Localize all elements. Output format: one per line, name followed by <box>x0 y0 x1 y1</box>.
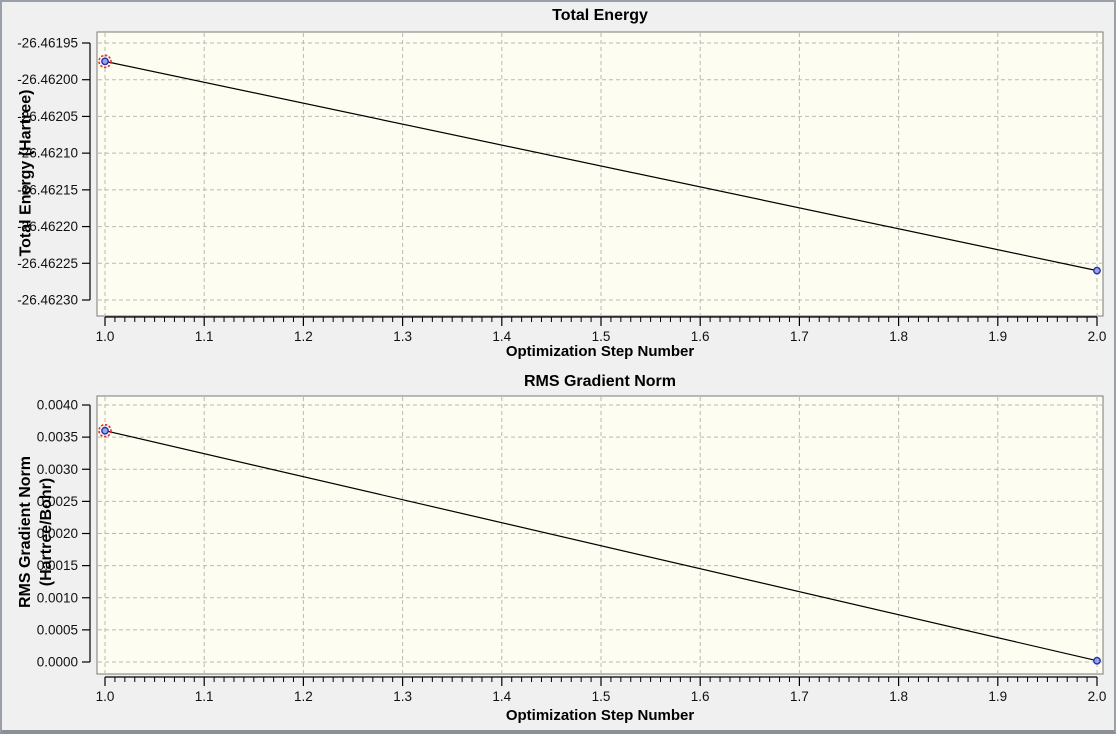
total-energy-chart-title: Total Energy <box>552 7 648 24</box>
x-axis-tick-label: 1.9 <box>988 689 1007 704</box>
x-axis-tick-label: 1.6 <box>691 329 710 344</box>
data-line <box>104 430 1098 662</box>
x-axis-tick-label: 1.4 <box>492 689 511 704</box>
data-point-marker[interactable] <box>101 426 109 435</box>
y-axis-tick-label: 0.0035 <box>37 430 78 445</box>
y-axis-tick-label: 0.0010 <box>37 590 78 605</box>
x-axis-tick-label: 1.3 <box>393 329 412 344</box>
y-axis-tick-label: -26.46230 <box>17 293 78 308</box>
y-axis-tick-label: -26.46215 <box>17 182 78 197</box>
x-axis-tick-label: 1.1 <box>195 329 214 344</box>
x-axis-tick-label: 1.3 <box>393 689 412 704</box>
y-axis-tick-label: 0.0040 <box>37 398 78 413</box>
x-axis-tick-label: 1.4 <box>492 329 511 344</box>
total-energy-x-axis-label: Optimization Step Number <box>505 343 695 360</box>
x-axis-tick-label: 1.5 <box>592 689 611 704</box>
rms-gradient-y-axis-label-line1: RMS Gradient Norm <box>17 455 34 609</box>
data-line <box>104 60 1098 272</box>
x-axis-tick-label: 1.7 <box>790 689 809 704</box>
y-axis-tick-label: -26.46220 <box>17 219 78 234</box>
x-axis-tick-label: 1.1 <box>195 689 214 704</box>
plot-area <box>96 395 1104 675</box>
x-axis-tick-label: 1.2 <box>294 329 313 344</box>
total-energy-y-axis-label: Total Energy (Hartree) <box>17 89 35 257</box>
y-axis-tick-label: -26.46225 <box>17 256 78 271</box>
x-axis-tick-label: 2.0 <box>1088 689 1107 704</box>
x-axis-tick-label: 1.0 <box>96 689 115 704</box>
plot-area <box>96 31 1104 317</box>
selected-point-highlight-ring <box>98 54 112 69</box>
y-axis-tick-label: 0.0025 <box>37 494 78 509</box>
y-axis-tick-label: -26.46210 <box>17 146 78 161</box>
rms-gradient-x-axis-label: Optimization Step Number <box>505 707 695 724</box>
total-energy-chart: 1.0 1.1 1.2 1.3 1.4 1.5 1.6 1.7 1.8 1.9 2.0 -26.461… <box>17 31 1107 344</box>
y-axis-tick-label: 0.0000 <box>37 655 78 670</box>
y-axis-tick-label: 0.0015 <box>37 558 78 573</box>
data-point-marker[interactable] <box>1093 266 1101 275</box>
x-axis-tick-label: 1.5 <box>592 329 611 344</box>
rms-gradient-chart: 1.0 1.1 1.2 1.3 1.4 1.5 1.6 1.7 1.8 1.9 2.0 0.0040 0… <box>37 395 1107 704</box>
data-point-marker[interactable] <box>101 57 109 66</box>
x-axis-tick-label: 1.0 <box>96 329 115 344</box>
selected-point-highlight-ring <box>98 423 112 438</box>
y-axis-tick-label: 0.0030 <box>37 462 78 477</box>
x-axis-tick-label: 1.2 <box>294 689 313 704</box>
y-axis-tick-label: -26.46200 <box>17 72 78 87</box>
rms-gradient-chart-title: RMS Gradient Norm <box>523 373 676 390</box>
y-axis-tick-label: -26.46205 <box>17 109 78 124</box>
x-axis-tick-label: 1.8 <box>889 689 908 704</box>
x-axis-tick-label: 1.9 <box>988 329 1007 344</box>
y-axis-tick-label: 0.0005 <box>37 622 78 637</box>
x-axis-tick-label: 1.6 <box>691 689 710 704</box>
y-axis-tick-label: -26.46195 <box>17 36 78 51</box>
data-point-marker[interactable] <box>1093 656 1101 665</box>
x-axis-tick-label: 2.0 <box>1088 329 1107 344</box>
rms-gradient-y-axis-label-line2: (Hartree/Bohr) <box>38 477 55 587</box>
x-axis-tick-label: 1.8 <box>889 329 908 344</box>
y-axis-tick-label: 0.0020 <box>37 526 78 541</box>
x-axis-tick-label: 1.7 <box>790 329 809 344</box>
rms-gradient-y-axis-label: RMS Gradient Norm (Hartree/Bohr) <box>15 456 57 608</box>
